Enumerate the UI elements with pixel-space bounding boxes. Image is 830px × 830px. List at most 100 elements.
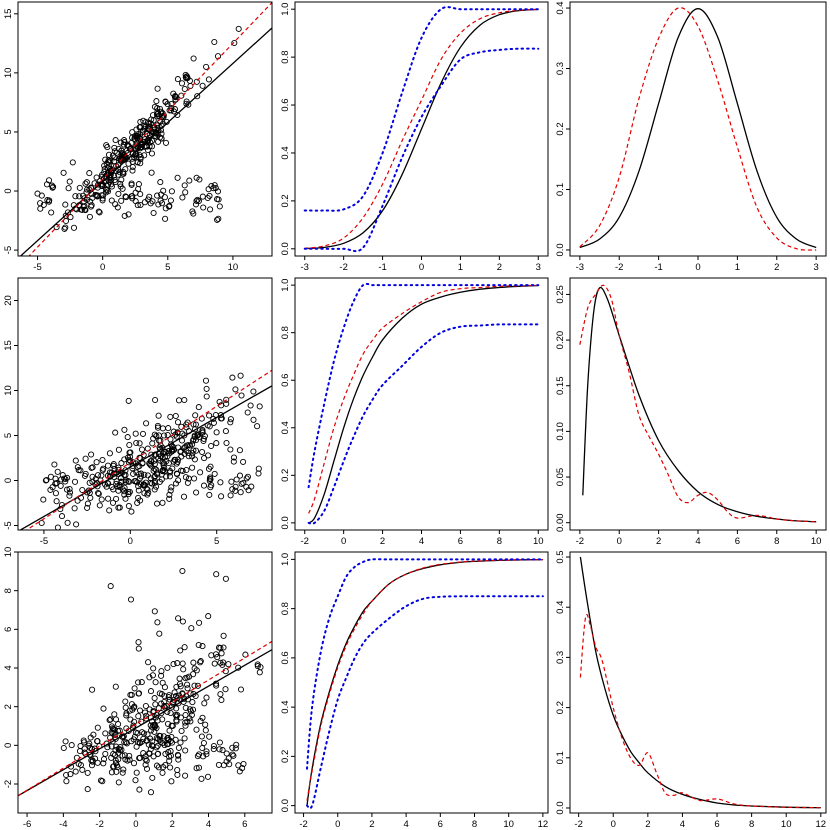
- scatter-point: [255, 465, 262, 472]
- y-tick-label: 0.8: [280, 51, 291, 64]
- scatter-point: [156, 457, 164, 464]
- plot-frame: [569, 551, 827, 814]
- y-tick-label: 0: [3, 478, 14, 483]
- x-tick-label: -1: [378, 262, 386, 273]
- scatter-point: [103, 142, 110, 149]
- x-tick-label: 2: [656, 536, 661, 547]
- scatter-point: [100, 705, 107, 712]
- scatter-point: [102, 730, 109, 737]
- scatter-point: [141, 471, 148, 478]
- scatter-point: [48, 209, 55, 216]
- scatter-point: [161, 742, 168, 749]
- scatter-point: [81, 472, 88, 479]
- x-tick-label: 8: [749, 819, 754, 830]
- scatter-point: [82, 207, 89, 214]
- scatter-point: [257, 664, 264, 671]
- plot-frame: [294, 277, 549, 531]
- scatter-point: [145, 750, 153, 757]
- scatter-point: [182, 704, 189, 711]
- scatter-point: [136, 152, 143, 159]
- scatter-point: [168, 778, 175, 785]
- y-tick-label: 0.8: [280, 326, 291, 339]
- scatter-point: [131, 733, 138, 740]
- scatter-point: [73, 521, 80, 528]
- x-tick-label: 6: [458, 536, 463, 547]
- scatter-point: [203, 63, 210, 70]
- scatter-point: [193, 726, 200, 733]
- scatter-point: [125, 160, 132, 167]
- fit-line-solid: [18, 649, 272, 797]
- scatter-point: [181, 735, 188, 742]
- y-tick-label: -2: [3, 780, 14, 788]
- scatter-point: [117, 157, 124, 164]
- scatter-point: [174, 174, 181, 181]
- scatter-point: [94, 193, 101, 200]
- scatter-point: [148, 116, 155, 123]
- scatter-point: [142, 479, 149, 486]
- scatter-point: [191, 456, 198, 463]
- scatter-point: [254, 423, 261, 430]
- scatter-point: [160, 764, 167, 771]
- scatter-point: [205, 76, 212, 83]
- scatter-point: [199, 428, 206, 435]
- scatter-point: [201, 700, 208, 707]
- panel-row3-scatter: -6 -4 -2 0 2 4 6 -2 0 2 4 6 8 10: [3, 547, 273, 830]
- scatter-point: [118, 746, 125, 753]
- scatter-point: [207, 206, 214, 213]
- scatter-point: [112, 137, 119, 144]
- scatter-point: [38, 192, 45, 199]
- scatter-point: [95, 181, 102, 188]
- scatter-point: [210, 746, 217, 753]
- x-tick-label: 6: [242, 819, 247, 830]
- scatter-point: [64, 519, 71, 526]
- scatter-point: [184, 685, 191, 692]
- scatter-point: [193, 78, 200, 85]
- scatter-point: [142, 709, 149, 716]
- x-tick-label: -2: [301, 536, 309, 547]
- scatter-point: [179, 660, 186, 667]
- scatter-point: [154, 619, 161, 626]
- x-tick-label: -2: [576, 536, 584, 547]
- scatter-point: [161, 693, 168, 700]
- scatter-point: [191, 426, 199, 433]
- scatter-point: [105, 151, 113, 158]
- scatter-point: [37, 205, 44, 212]
- scatter-point: [72, 193, 79, 200]
- scatter-point: [120, 766, 127, 773]
- scatter-point: [122, 739, 130, 746]
- y-tick-label: 0.0: [555, 243, 566, 256]
- scatter-point: [101, 166, 108, 173]
- scatter-point: [81, 745, 88, 752]
- scatter-point: [172, 480, 180, 487]
- scatter-point: [148, 480, 156, 487]
- scatter-point: [114, 764, 121, 771]
- scatter-point: [149, 738, 156, 745]
- scatter-point: [105, 169, 112, 176]
- scatter-point: [99, 197, 106, 204]
- scatter-point: [138, 679, 145, 686]
- plot-frame: [569, 1, 827, 257]
- scatter-point: [108, 769, 115, 776]
- scatter-point: [214, 53, 222, 60]
- scatter-point: [167, 413, 174, 420]
- scatter-point: [112, 429, 119, 436]
- y-tick-label: 0.15: [555, 376, 566, 395]
- scatter-point: [163, 473, 170, 480]
- scatter-point: [173, 433, 180, 440]
- plot-area: [306, 558, 544, 810]
- scatter-point: [132, 136, 139, 143]
- scatter-point: [256, 669, 263, 676]
- scatter-point: [138, 729, 146, 736]
- y-tick-label: 1.0: [280, 3, 291, 16]
- series-line-dotted: [306, 595, 544, 810]
- scatter-point: [206, 733, 213, 740]
- scatter-point: [147, 789, 155, 796]
- scatter-point: [208, 182, 215, 190]
- scatter-point: [143, 143, 150, 150]
- plot-frame: [17, 551, 273, 814]
- y-tick-label: 0.3: [555, 62, 566, 75]
- x-tick-label: -2: [339, 262, 347, 273]
- y-tick-label: 0: [3, 743, 14, 748]
- scatter-point: [206, 192, 213, 199]
- panel-row3-pdf: -2 0 2 4 6 8 10 12 0.0 0.1 0.2 0.3 0.4 0.5: [555, 550, 827, 830]
